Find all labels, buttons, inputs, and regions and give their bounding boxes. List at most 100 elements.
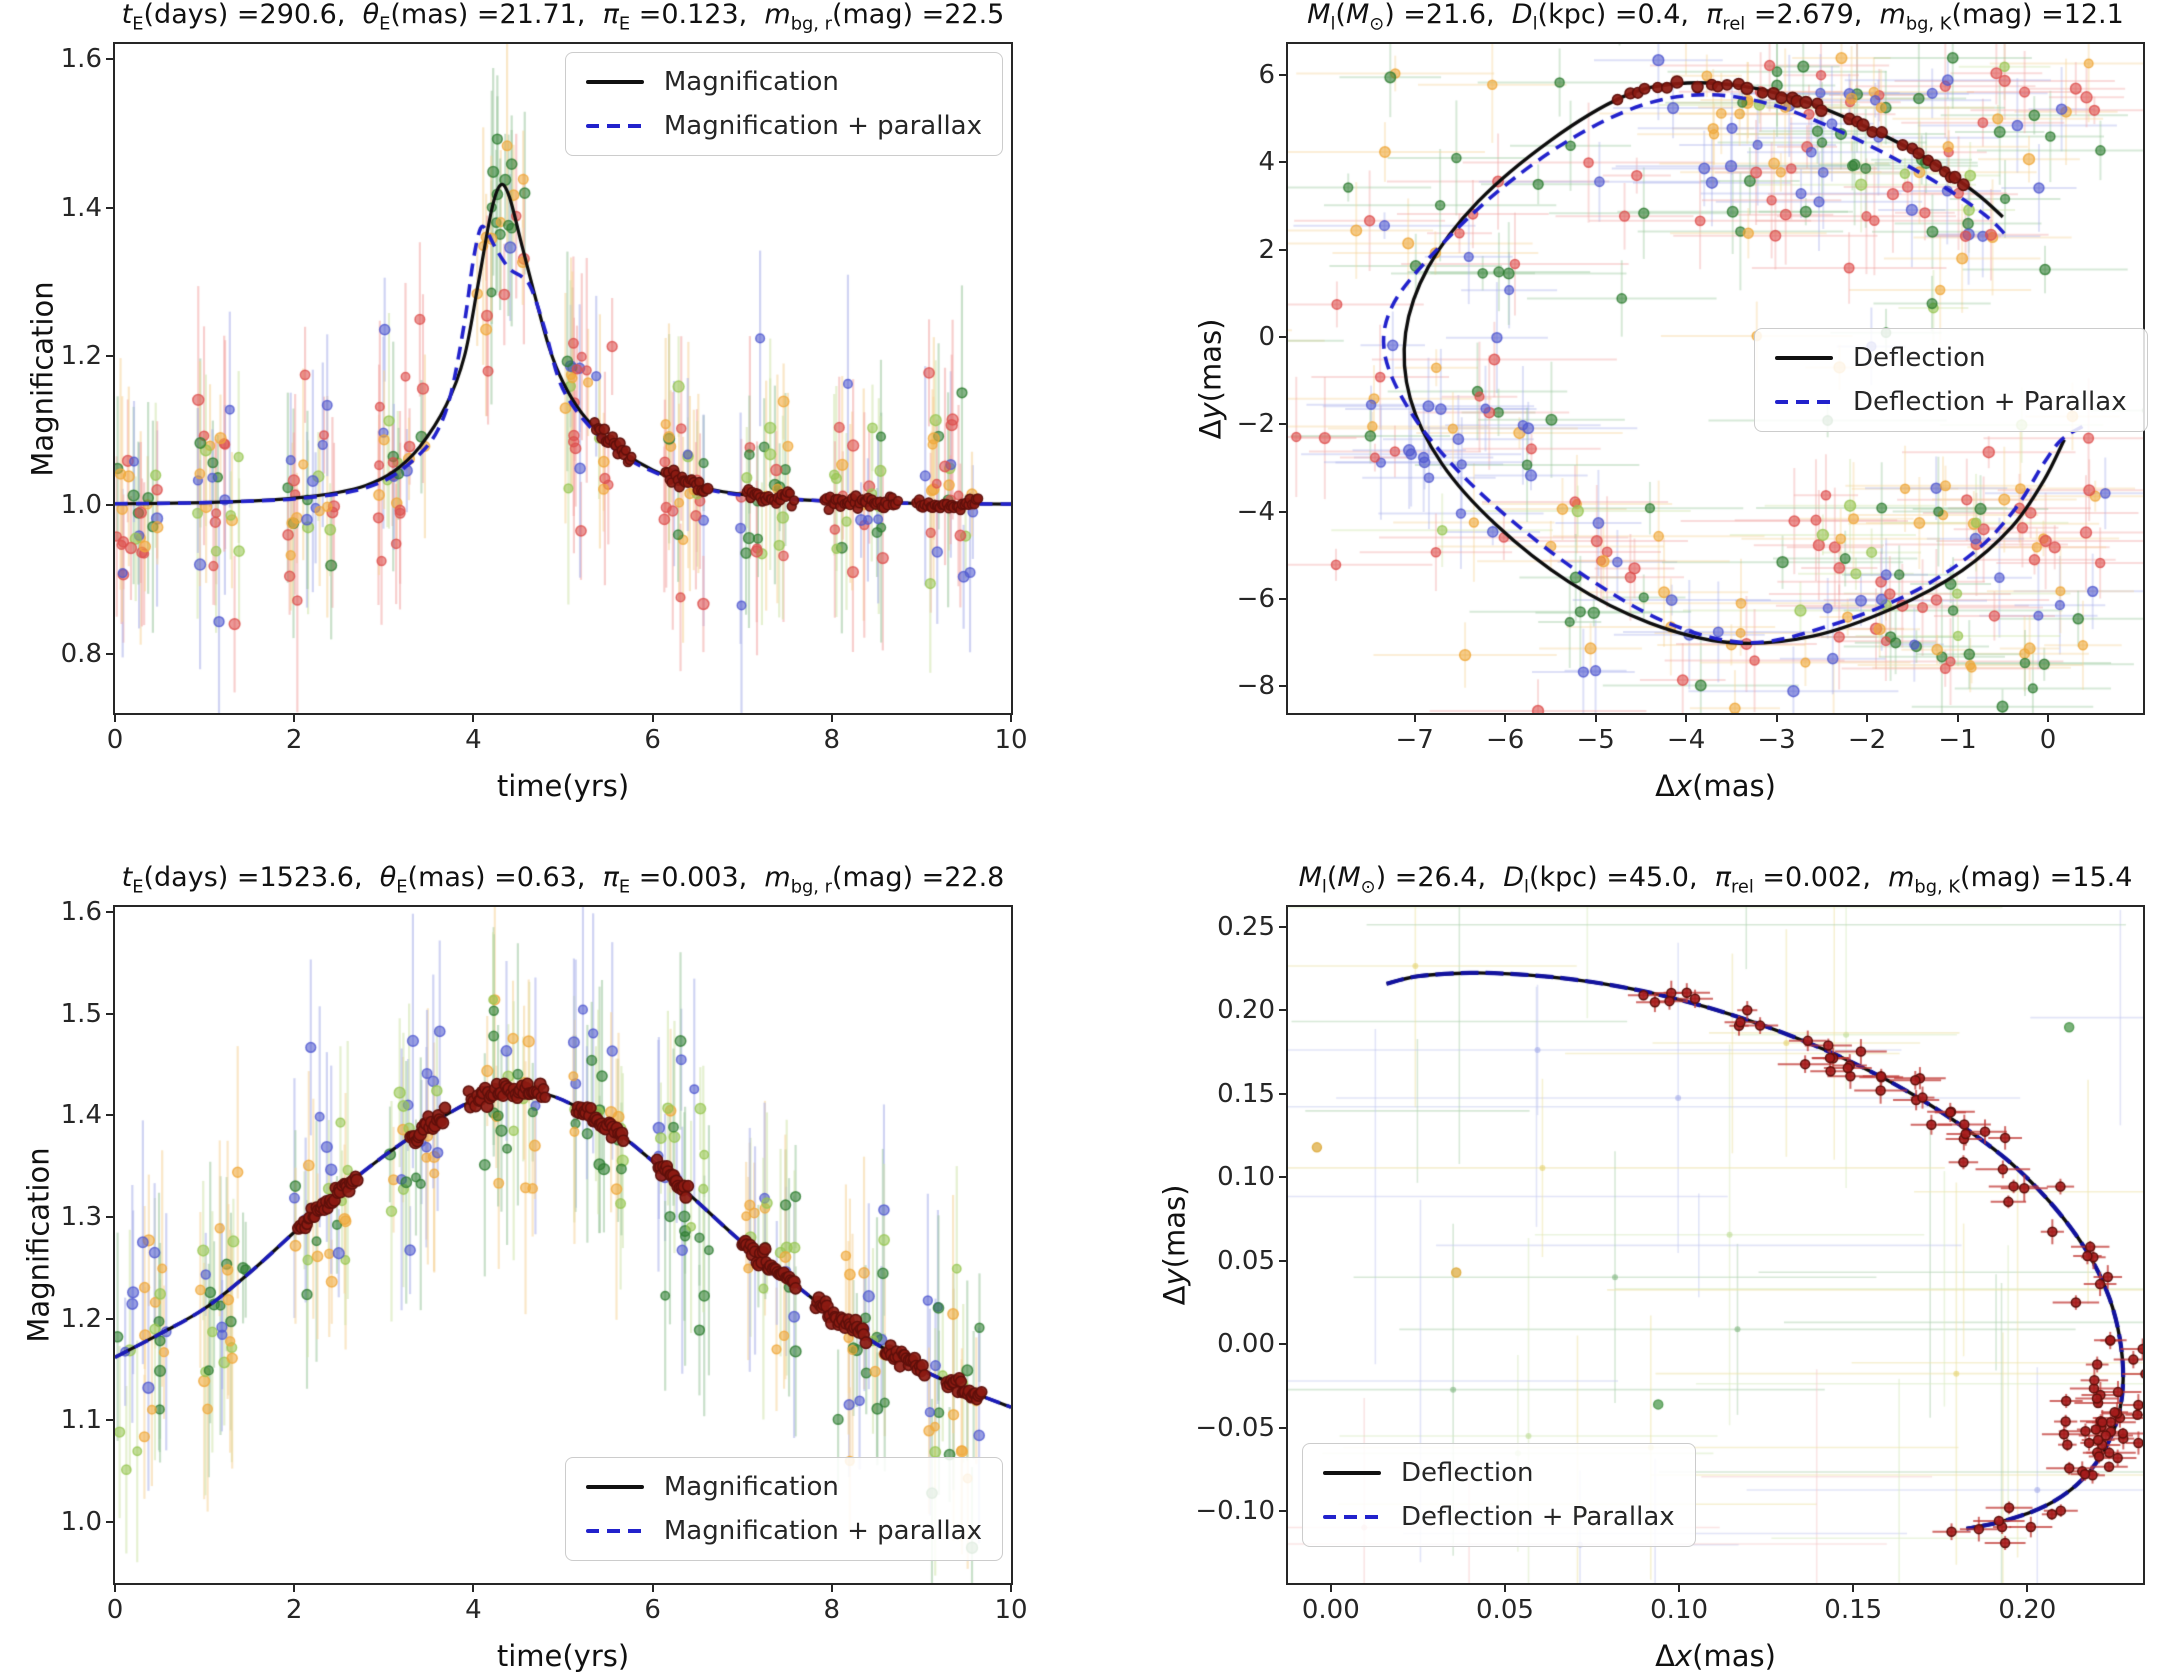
legend-entry: Magnification: [585, 1472, 982, 1502]
y-tick-label: −6: [1236, 584, 1275, 615]
x-tick-mark: [1852, 1583, 1855, 1592]
x-tick-label: −6: [1485, 725, 1525, 755]
y-tick-mark: [1279, 598, 1288, 601]
x-axis-label: Δx(mas): [1655, 1639, 1776, 1673]
x-tick-mark: [1413, 713, 1416, 722]
legend-label: Deflection: [1401, 1458, 1534, 1488]
x-tick-label: 2: [285, 1595, 303, 1625]
y-tick-label: 0.20: [1217, 995, 1275, 1026]
x-tick-label: −5: [1576, 725, 1615, 755]
y-tick-label: 0.05: [1217, 1245, 1275, 1276]
solid-line-icon: [585, 1485, 644, 1489]
y-tick-label: 4: [1258, 147, 1275, 178]
x-tick-label: 0.15: [1824, 1595, 1883, 1625]
x-tick-label: 0: [106, 1595, 124, 1625]
subplot-deflection-nearby: Ml(M⊙) =21.6, Dl(kpc) =0.4, πrel =2.679,…: [1193, 0, 2148, 803]
solid-line-icon: [585, 80, 644, 84]
x-tick-label: 0: [2039, 725, 2057, 755]
x-tick-label: −1: [1938, 725, 1977, 755]
x-tick-mark: [1685, 713, 1688, 722]
x-tick-label: 6: [644, 1595, 661, 1625]
y-tick-label: −8: [1236, 671, 1275, 702]
y-tick-label: 0.25: [1217, 912, 1275, 943]
y-tick-mark: [1279, 74, 1288, 76]
x-tick-mark: [1866, 713, 1869, 722]
y-tick-label: 0.00: [1217, 1329, 1275, 1360]
y-tick-label: 1.2: [60, 1303, 102, 1334]
x-tick-mark: [651, 1583, 654, 1592]
x-tick-mark: [830, 713, 833, 722]
x-tick-mark: [1775, 713, 1778, 722]
y-tick-mark: [106, 503, 115, 506]
y-tick-mark: [1279, 1259, 1288, 1262]
y-tick-label: 1.2: [60, 341, 102, 372]
dashed-line-icon: [1774, 400, 1833, 405]
x-tick-mark: [114, 713, 116, 722]
y-tick-label: 0.15: [1217, 1078, 1275, 1109]
y-tick-label: 1.6: [60, 43, 102, 74]
x-tick-label: −4: [1666, 725, 1706, 755]
legend-entry: Deflection + Parallax: [1774, 387, 2127, 418]
y-tick-mark: [1279, 926, 1288, 929]
dashed-line-icon: [585, 124, 644, 128]
plot-title: tE(days) =1523.6, θE(mas) =0.63, πE =0.0…: [121, 862, 1005, 898]
x-tick-mark: [651, 713, 654, 722]
x-tick-mark: [1956, 713, 1959, 722]
y-tick-mark: [1279, 1343, 1288, 1346]
y-tick-label: 0.10: [1217, 1162, 1275, 1193]
x-tick-label: 10: [994, 725, 1028, 755]
x-axis-label: Δx(mas): [1655, 769, 1776, 803]
y-tick-label: 1.1: [60, 1405, 102, 1436]
y-tick-mark: [106, 206, 115, 209]
legend-label: Magnification + parallax: [663, 1516, 982, 1546]
y-tick-label: 0: [1258, 322, 1275, 352]
subplot-magnification-nearby: tE(days) =290.6, θE(mas) =21.71, πE =0.1…: [26, 0, 1028, 803]
legend-label: Deflection + Parallax: [1852, 387, 2127, 418]
x-tick-mark: [1504, 713, 1507, 722]
y-tick-label: 1.0: [60, 1507, 102, 1537]
y-tick-label: 2: [1258, 234, 1275, 265]
y-tick-label: 1.0: [60, 489, 102, 520]
dashed-line-icon: [1323, 1515, 1381, 1519]
y-tick-mark: [1279, 1176, 1288, 1179]
legend: Deflection Deflection + Parallax: [1753, 328, 2148, 433]
x-tick-mark: [472, 713, 475, 722]
y-tick-label: −2: [1236, 409, 1275, 440]
x-tick-mark: [1010, 1583, 1012, 1592]
x-tick-label: −7: [1395, 725, 1434, 755]
y-tick-mark: [106, 1114, 115, 1117]
y-tick-mark: [1279, 336, 1288, 338]
y-tick-mark: [106, 1317, 115, 1320]
solid-line-icon: [1323, 1471, 1381, 1475]
legend: Deflection Deflection + Parallax: [1302, 1443, 1696, 1547]
y-tick-mark: [106, 652, 115, 655]
solid-line-icon: [1774, 356, 1833, 361]
x-tick-mark: [1678, 1583, 1681, 1592]
x-tick-mark: [1503, 1583, 1506, 1592]
x-tick-mark: [472, 1583, 475, 1592]
plot-title: tE(days) =290.6, θE(mas) =21.71, πE =0.1…: [121, 0, 1005, 35]
y-tick-mark: [1279, 685, 1288, 688]
x-tick-mark: [2047, 713, 2049, 722]
y-tick-mark: [1279, 1092, 1288, 1095]
plot-title: Ml(M⊙) =21.6, Dl(kpc) =0.4, πrel =2.679,…: [1307, 0, 2124, 35]
dashed-line-icon: [585, 1529, 644, 1533]
plot-title: Ml(M⊙) =26.4, Dl(kpc) =45.0, πrel =0.002…: [1298, 862, 2133, 898]
legend-entry: Magnification + parallax: [585, 111, 982, 141]
legend-label: Deflection: [1852, 343, 1986, 374]
legend-entry: Magnification + parallax: [585, 1516, 982, 1546]
x-tick-mark: [293, 1583, 296, 1592]
y-tick-label: 1.6: [60, 897, 102, 928]
x-tick-mark: [114, 1583, 116, 1592]
y-tick-mark: [1279, 1510, 1288, 1513]
x-tick-label: 10: [994, 1595, 1028, 1625]
x-tick-label: 6: [644, 725, 661, 755]
y-tick-label: −4: [1236, 496, 1275, 527]
x-tick-label: 8: [823, 1595, 841, 1625]
y-tick-label: 1.4: [60, 1100, 102, 1131]
legend-label: Magnification: [663, 1472, 839, 1502]
legend-label: Deflection + Parallax: [1401, 1502, 1675, 1532]
x-axis-label: time(yrs): [496, 1639, 630, 1673]
y-tick-label: 0.8: [60, 638, 102, 669]
